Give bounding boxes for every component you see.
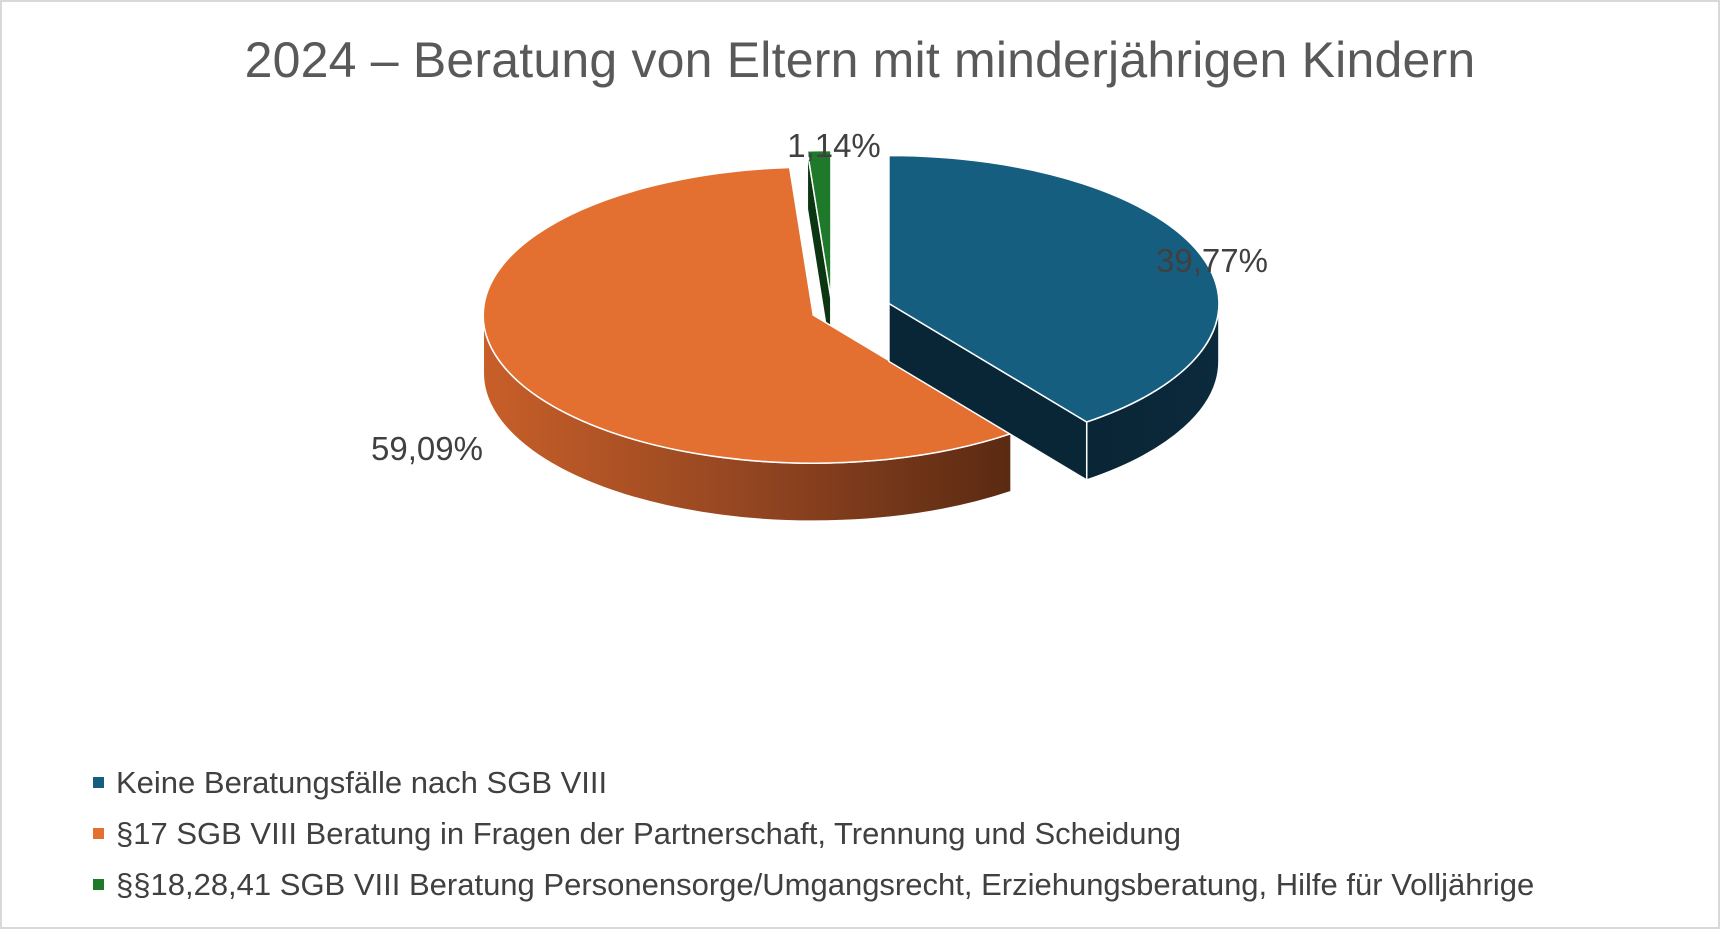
legend-item-paragraph-17: §17 SGB VIII Beratung in Fragen der Part… [93,808,1534,859]
slice-paragraph-18-28-41 [806,149,832,299]
legend-label-keine: Keine Beratungsfälle nach SGB VIII [116,764,608,800]
legend-item-keine: Keine Beratungsfälle nach SGB VIII [93,757,1534,808]
legend-item-paragraph-18-28-41: §§18,28,41 SGB VIII Beratung Personensor… [93,859,1534,910]
data-label-keine: 39,77% [1156,242,1268,279]
legend-swatch-paragraph-18-28-41 [93,879,104,890]
data-label-paragraph-17: 59,09% [371,430,483,467]
slice-keine [888,154,1220,423]
legend-swatch-keine [93,777,104,788]
legend-label-paragraph-17: §17 SGB VIII Beratung in Fragen der Part… [116,815,1182,851]
data-label-paragraph-18-28-41: 1,14% [787,127,881,164]
legend-label-paragraph-18-28-41: §§18,28,41 SGB VIII Beratung Personensor… [116,866,1535,902]
legend-swatch-paragraph-17 [93,828,104,839]
legend: Keine Beratungsfälle nach SGB VIII §17 S… [93,757,1534,910]
slice-paragraph-17 [482,166,1013,464]
chart-title: 2024 – Beratung von Eltern mit minderjäh… [244,32,1476,88]
